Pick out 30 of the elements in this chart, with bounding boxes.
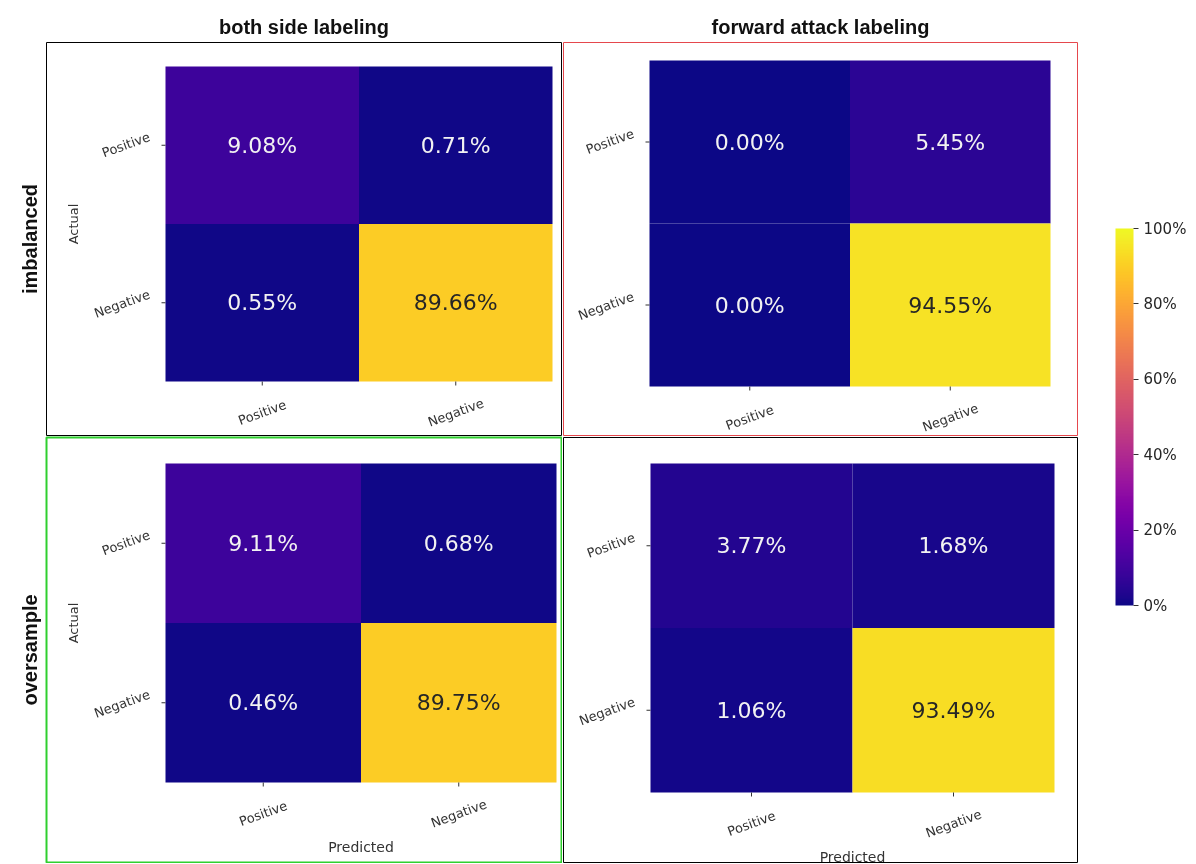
x-axis-title: Predicted: [328, 838, 394, 855]
data-label: 9.11%: [228, 530, 299, 556]
color-bar-label: 0%: [1143, 596, 1168, 615]
color-bar-label: 60%: [1143, 370, 1177, 389]
data-label: 0.71%: [420, 132, 491, 158]
y-axis-title: Actual: [66, 203, 81, 245]
data-label: 94.55%: [908, 292, 993, 318]
text: imbalanced: [18, 183, 41, 295]
chart-title: both side labeling: [219, 15, 390, 38]
data-label: 3.77%: [716, 533, 787, 559]
data-label: 0.68%: [423, 530, 494, 556]
color-bar-label: 40%: [1143, 445, 1177, 464]
data-label: 89.75%: [416, 690, 501, 716]
text: oversample: [18, 594, 41, 706]
data-label: 5.45%: [915, 129, 986, 155]
data-label: 0.55%: [227, 290, 298, 316]
data-label: 1.68%: [918, 533, 989, 559]
chart-title: forward attack labeling: [711, 15, 930, 38]
y-axis-title: Actual: [66, 602, 81, 644]
color-bar-label: 20%: [1143, 521, 1177, 540]
color-bar-label: 100%: [1143, 219, 1187, 238]
data-label: 0.00%: [714, 292, 785, 318]
data-label: 0.46%: [228, 690, 299, 716]
x-axis-title: Predicted: [819, 848, 886, 864]
color-bar-label: 80%: [1143, 294, 1177, 313]
data-label: 93.49%: [911, 697, 996, 723]
data-label: 1.06%: [716, 697, 787, 723]
data-label: 0.00%: [714, 129, 785, 155]
data-label: 9.08%: [227, 132, 298, 158]
data-label: 89.66%: [413, 290, 498, 316]
